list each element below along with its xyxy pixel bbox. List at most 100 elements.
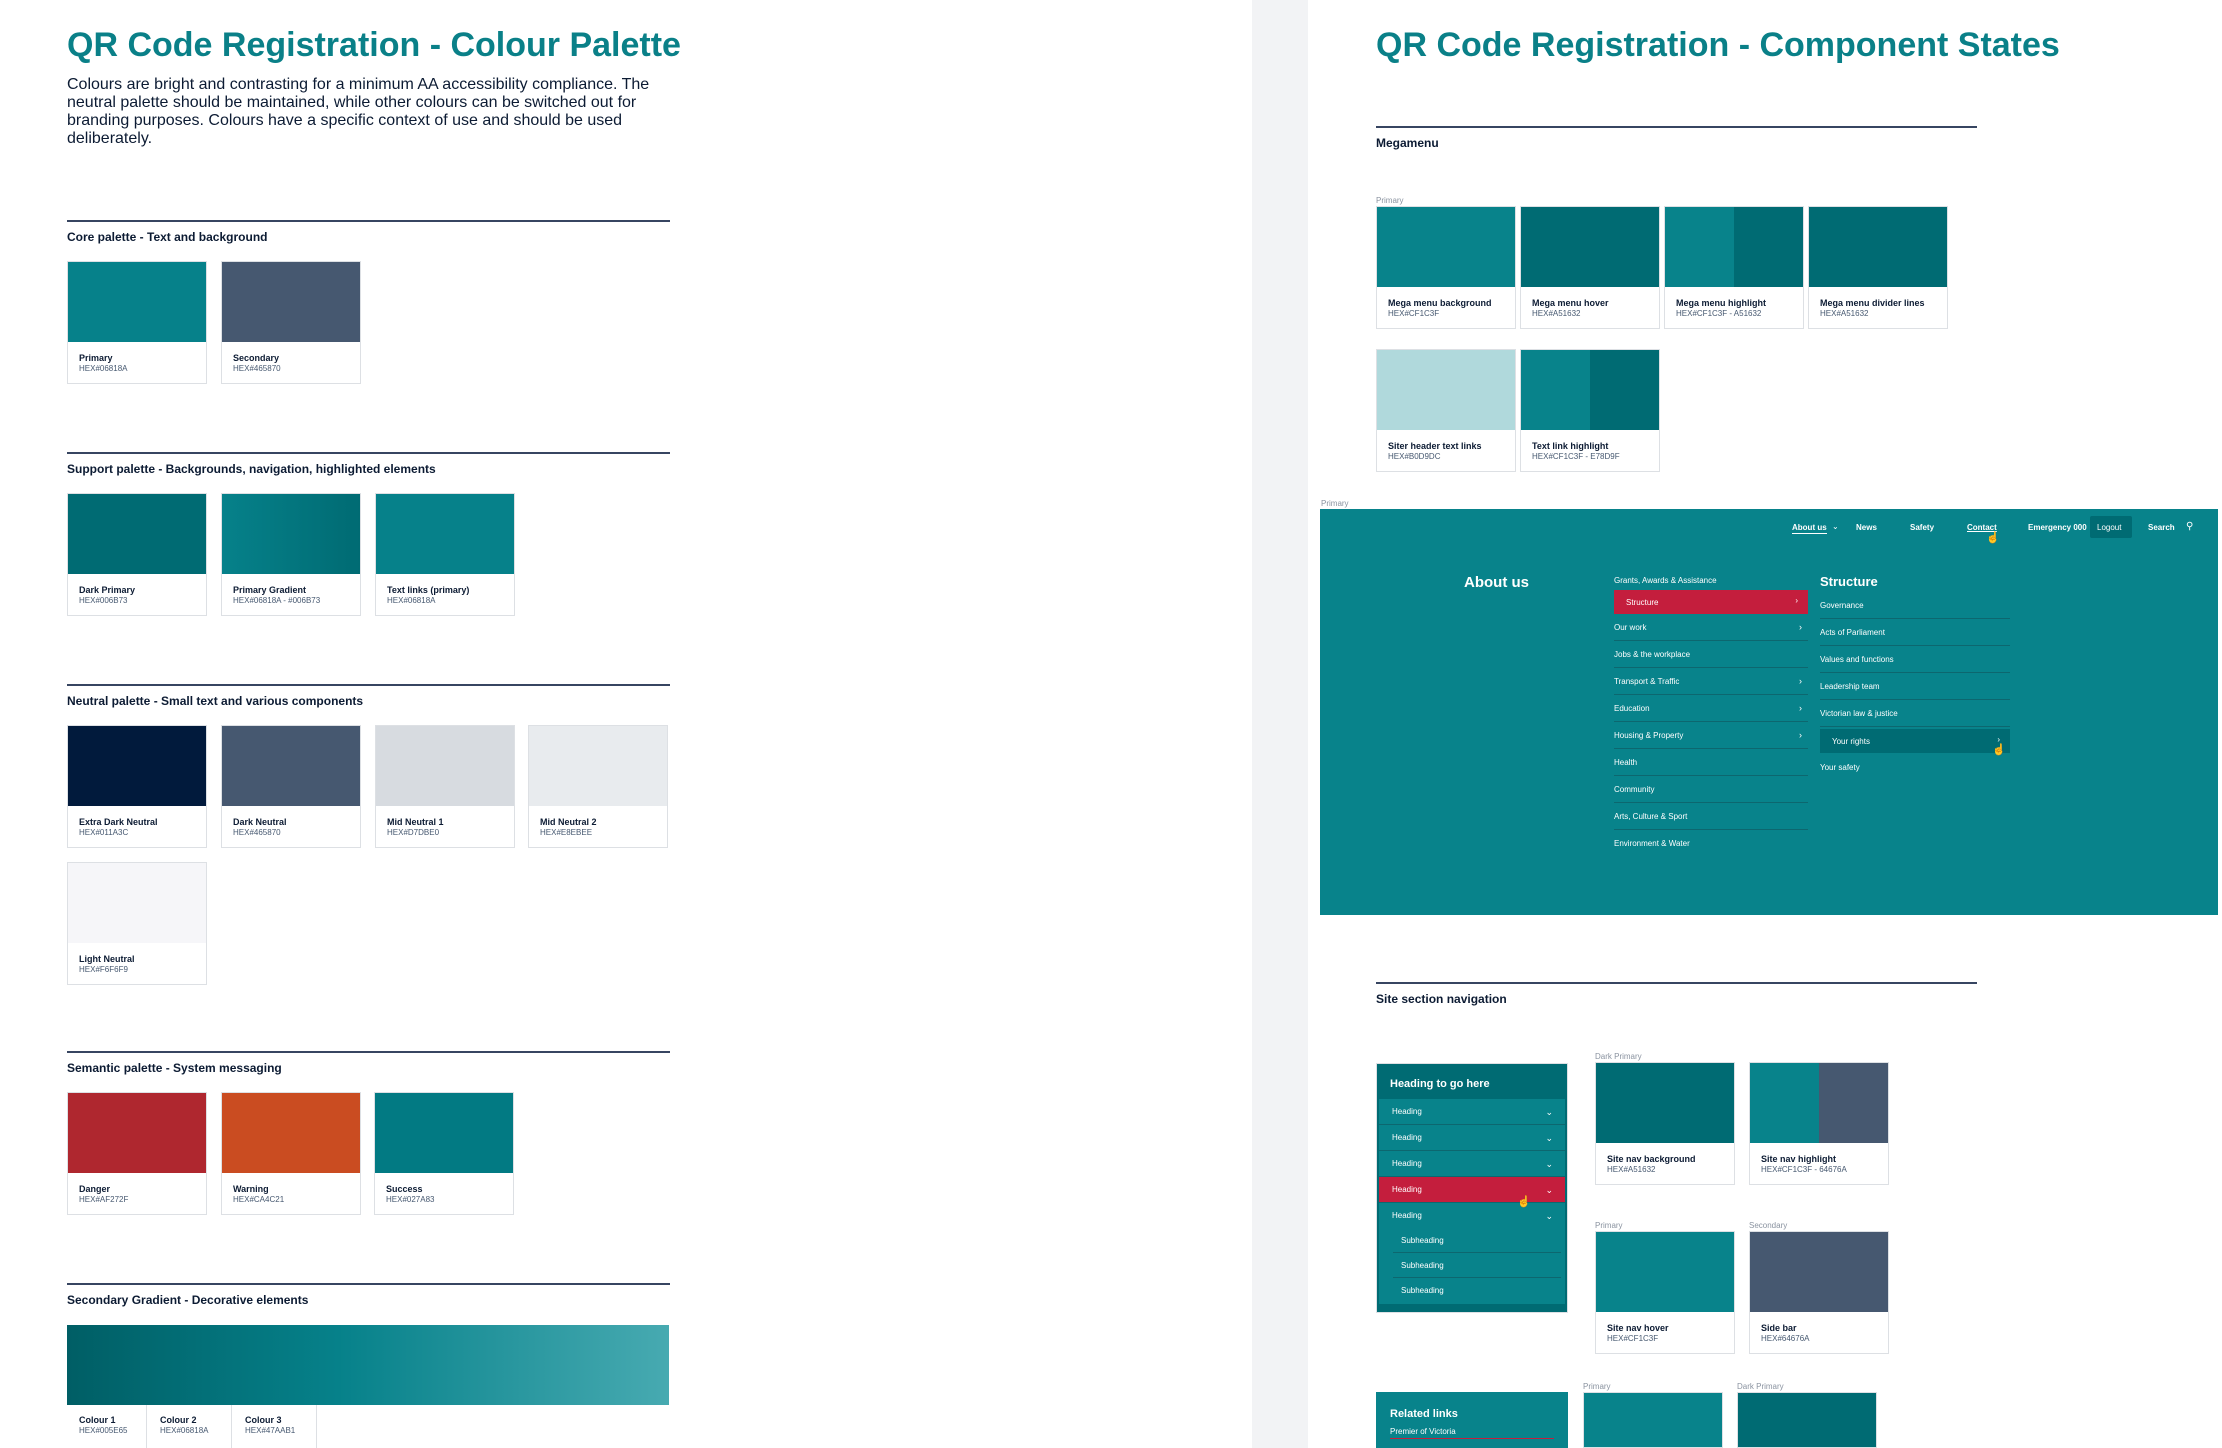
swatch-hex: HEX#D7DBE0 — [387, 828, 440, 837]
colour-swatch — [68, 726, 206, 806]
swatch-name: Extra Dark Neutral — [79, 817, 158, 827]
menu-item[interactable]: Community — [1614, 776, 1808, 803]
swatch-card: Warning HEX#CA4C21 — [221, 1092, 361, 1215]
nav-search[interactable]: Search — [2148, 523, 2175, 532]
site-section-nav-heading: Site section navigation — [1376, 982, 1977, 1006]
megamenu-preview: About us ⌄ News Safety Contact ☝ Emergen… — [1320, 509, 2218, 915]
menu-item[interactable]: Grants, Awards & Assistance — [1614, 576, 1717, 585]
colour-swatch — [1596, 1063, 1734, 1143]
secondary-gradient-bar — [67, 1325, 669, 1405]
submenu-item-hover[interactable]: Your rights › ☝ — [1820, 729, 2010, 756]
core-palette-heading: Core palette - Text and background — [67, 220, 670, 244]
menu-item-active[interactable]: Structure › — [1614, 590, 1808, 614]
site-nav-component: Heading to go here Heading ⌄ Heading ⌄ Hea… — [1376, 1063, 1568, 1313]
swatch-name: Mega menu divider lines — [1820, 298, 1925, 308]
gradient-stop-label: Colour 1 HEX#005E65 — [67, 1405, 147, 1448]
submenu-item-label: Values and functions — [1820, 655, 1894, 664]
site-nav-item[interactable]: Heading ⌄ — [1379, 1099, 1565, 1125]
swatch-name: Warning — [233, 1184, 269, 1194]
swatch-caption: Primary — [1376, 196, 1404, 205]
menu-item[interactable]: Arts, Culture & Sport — [1614, 803, 1808, 830]
swatch-hex: HEX#CF1C3F — [1388, 309, 1440, 318]
menu-item[interactable]: Housing & Property › — [1614, 722, 1808, 749]
swatch-card: Dark Neutral HEX#465870 — [221, 725, 361, 848]
menu-item[interactable]: Environment & Water — [1614, 830, 1808, 857]
site-nav-subitem-label: Subheading — [1401, 1286, 1444, 1295]
menu-item-label: Health — [1614, 758, 1638, 767]
colour-swatch — [529, 726, 667, 806]
site-nav-subitem[interactable]: Subheading — [1393, 1279, 1561, 1303]
semantic-palette-heading: Semantic palette - System messaging — [67, 1051, 670, 1075]
swatch-name: Mega menu hover — [1532, 298, 1609, 308]
menu-item-label: Jobs & the workplace — [1614, 650, 1691, 659]
swatch-card: Primary HEX#06818A — [67, 261, 207, 384]
colour-swatch — [375, 1093, 513, 1173]
submenu-item-label: Your rights — [1832, 737, 1870, 746]
swatch-caption: Primary — [1595, 1221, 1623, 1230]
nav-safety[interactable]: Safety — [1910, 523, 1935, 532]
swatch-hex: HEX#CF1C3F - E78D9F — [1532, 452, 1620, 461]
logout-button[interactable]: Logout — [2090, 516, 2132, 538]
menu-item[interactable]: Jobs & the workplace — [1614, 641, 1808, 668]
colour-swatch — [1596, 1232, 1734, 1312]
nav-emergency[interactable]: Emergency 000 — [2028, 523, 2087, 532]
site-nav-item-label: Heading — [1392, 1185, 1422, 1194]
site-nav-subitem[interactable]: Subheading — [1393, 1254, 1561, 1278]
swatch-name: Site nav background — [1607, 1154, 1696, 1164]
site-nav-item-label: Heading — [1392, 1211, 1422, 1220]
stop-name: Colour 3 — [245, 1415, 282, 1425]
colour-swatch — [1583, 1392, 1723, 1448]
swatch-name: Site nav highlight — [1761, 1154, 1837, 1164]
site-nav-item[interactable]: Heading ⌄ — [1379, 1125, 1565, 1151]
swatch-hex: HEX#06818A — [79, 364, 128, 373]
site-nav-item-active[interactable]: Heading ⌄ — [1379, 1177, 1565, 1203]
colour-swatch — [68, 262, 206, 342]
stop-name: Colour 2 — [160, 1415, 197, 1425]
site-nav-item-expanded[interactable]: Heading ⌄ — [1379, 1203, 1565, 1229]
page-title: QR Code Registration - Colour Palette — [67, 26, 681, 64]
swatch-hex: HEX#CF1C3F — [1607, 1334, 1659, 1343]
swatch-name: Primary — [79, 353, 113, 363]
swatch-name: Dark Neutral — [233, 817, 287, 827]
swatch-name: Text link highlight — [1532, 441, 1609, 451]
submenu-item-label: Your safety — [1820, 763, 1860, 772]
site-nav-subitem[interactable]: Subheading — [1393, 1229, 1561, 1253]
swatch-card: Mega menu hover HEX#A51632 — [1520, 206, 1660, 329]
submenu-item[interactable]: Governance — [1820, 592, 2010, 619]
swatch-hex: HEX#64676A — [1761, 1334, 1810, 1343]
submenu-item[interactable]: Values and functions — [1820, 646, 2010, 673]
swatch-name: Light Neutral — [79, 954, 135, 964]
submenu-item[interactable]: Acts of Parliament — [1820, 619, 2010, 646]
swatch-name: Success — [386, 1184, 423, 1194]
nav-about-us[interactable]: About us — [1792, 523, 1827, 534]
page-title: QR Code Registration - Component States — [1376, 26, 2060, 64]
menu-item-label: Education — [1614, 704, 1650, 713]
swatch-hex: HEX#011A3C — [79, 828, 129, 837]
submenu-item[interactable]: Your safety — [1820, 754, 2010, 781]
chevron-down-icon: ⌄ — [1832, 522, 1839, 531]
menu-item[interactable]: Our work › — [1614, 614, 1808, 641]
nav-news[interactable]: News — [1856, 523, 1877, 532]
submenu-item[interactable]: Leadership team — [1820, 673, 2010, 700]
chevron-right-icon: › — [1799, 676, 1802, 686]
colour-swatch — [68, 863, 206, 943]
split-swatch — [1665, 207, 1803, 287]
site-nav-subitem-label: Subheading — [1401, 1236, 1444, 1245]
menu-item[interactable]: Transport & Traffic › — [1614, 668, 1808, 695]
gradient-heading: Secondary Gradient - Decorative elements — [67, 1283, 670, 1307]
menu-item[interactable]: Education › — [1614, 695, 1808, 722]
site-nav-item[interactable]: Heading ⌄ — [1379, 1151, 1565, 1177]
swatch-card: Mega menu highlight HEX#CF1C3F - A51632 — [1664, 206, 1804, 329]
swatch-card: Primary Gradient HEX#06818A - #006B73 — [221, 493, 361, 616]
swatch-name: Side bar — [1761, 1323, 1797, 1333]
swatch-name: Danger — [79, 1184, 111, 1194]
menu-item[interactable]: Health — [1614, 749, 1808, 776]
swatch-hex: HEX#027A83 — [386, 1195, 435, 1204]
related-link[interactable]: Premier of Victoria — [1390, 1427, 1554, 1439]
swatch-card: Extra Dark Neutral HEX#011A3C — [67, 725, 207, 848]
submenu-item[interactable]: Victorian law & justice — [1820, 700, 2010, 727]
nav-contact[interactable]: Contact — [1967, 523, 1997, 532]
swatch-name: Secondary — [233, 353, 280, 363]
nav-caption: Primary — [1321, 499, 1349, 508]
colour-swatch — [1377, 350, 1515, 430]
